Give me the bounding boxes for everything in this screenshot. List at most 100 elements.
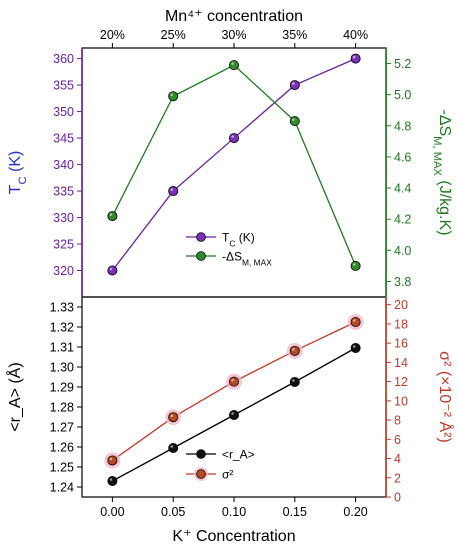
top-x-tick-label: 35% — [282, 28, 307, 42]
top-left-tick-label: 340 — [53, 158, 74, 172]
bottom-left-axis-title: <r_A> (Å) — [5, 362, 24, 431]
bottom-right-tick-label: 8 — [394, 414, 401, 428]
sigma-series-point — [350, 316, 361, 327]
top-right-tick-label: 5.2 — [394, 57, 411, 71]
bottom-right-tick-label: 10 — [394, 394, 408, 408]
bottom-left-tick-label: 1.26 — [50, 441, 74, 455]
sigma-series-point — [168, 412, 179, 423]
ds-series-point — [350, 260, 361, 271]
sigma-series-point-highlight — [292, 348, 295, 351]
bottom-right-tick-label: 0 — [394, 491, 401, 505]
ds-series-point-highlight — [231, 62, 234, 65]
sigma-series-point — [289, 345, 300, 356]
tc-series-point-highlight — [231, 135, 234, 138]
ra-series-point — [107, 475, 118, 486]
top-x-tick-label: 25% — [161, 28, 186, 42]
legend-ra-swatch-marker — [196, 449, 206, 459]
legend-ds-swatch-marker — [196, 251, 206, 261]
bottom-right-tick-label: 2 — [394, 471, 401, 485]
top-left-tick-label: 345 — [53, 132, 74, 146]
ds-series-line — [111, 64, 357, 267]
bottom-right-tick-label: 12 — [394, 375, 408, 389]
top-x-axis-title: Mn⁴⁺ concentration — [165, 8, 303, 25]
ra-series-point — [350, 342, 361, 353]
top-right-tick-label: 4.0 — [394, 244, 411, 258]
legend-tc-swatch-marker — [196, 232, 206, 242]
sigma-series-point-highlight — [170, 414, 174, 417]
ra-series-point-highlight — [231, 412, 234, 415]
sigma-series-point-highlight — [109, 457, 113, 461]
ra-series-point-highlight — [170, 445, 174, 448]
bottom-left-tick-label: 1.30 — [50, 361, 74, 375]
ra-series-point — [228, 409, 239, 420]
tc-series-point — [228, 133, 239, 144]
legend-ds-label: -ΔSM, MAX — [222, 250, 272, 268]
top-x-tick-label: 40% — [343, 28, 368, 42]
top-x-tick-label: 30% — [221, 28, 246, 42]
bottom-x-tick-label: 0.10 — [222, 505, 246, 519]
tc-series-point — [168, 186, 179, 197]
ra-series-point — [168, 442, 179, 453]
top-left-tick-label: 320 — [53, 264, 74, 278]
legend-ra-label: <r_A> — [222, 448, 255, 462]
top-right-axis-title: -ΔSM, MAX (J/kg.K) — [431, 109, 453, 235]
ra-series-point-highlight — [109, 478, 113, 481]
tc-series-point — [289, 80, 300, 91]
bottom-x-tick-label: 0.15 — [283, 505, 307, 519]
tc-series-point-highlight — [292, 82, 295, 85]
legend-sigma-swatch-marker — [196, 469, 206, 479]
bottom-left-tick-label: 1.29 — [50, 381, 74, 395]
ra-series-point-highlight — [292, 379, 295, 382]
ds-series-point-highlight — [292, 118, 295, 121]
ra-series-point-highlight — [352, 345, 356, 348]
bottom-left-tick-label: 1.28 — [50, 401, 74, 415]
bottom-left-tick-label: 1.32 — [50, 321, 74, 335]
top-x-tick-label: 20% — [100, 28, 125, 42]
bottom-x-tick-label: 0.05 — [161, 505, 185, 519]
tc-series-point-highlight — [170, 188, 174, 191]
tc-series-point-highlight — [109, 267, 113, 271]
sigma-series-point-highlight — [231, 378, 234, 382]
bottom-left-tick-label: 1.33 — [50, 301, 74, 315]
sigma-series-point — [107, 455, 118, 466]
bottom-right-tick-label: 6 — [394, 433, 401, 447]
top-left-tick-label: 360 — [53, 52, 74, 66]
bottom-x-tick-label: 0.20 — [343, 505, 367, 519]
bottom-right-axis-title: σ² (×10⁻² Å²) — [436, 351, 455, 443]
top-left-tick-label: 350 — [53, 105, 74, 119]
ds-series-point-highlight — [109, 213, 113, 216]
ds-series-point — [107, 211, 118, 222]
legend-tc-label: TC (K) — [222, 231, 255, 249]
bottom-x-axis-title: K⁺ Concentration — [172, 528, 295, 545]
top-right-tick-label: 4.8 — [394, 119, 411, 133]
ra-series-point — [289, 376, 300, 387]
sigma-series-point-highlight — [352, 319, 356, 322]
top-left-tick-label: 355 — [53, 79, 74, 93]
top-right-tick-label: 5.0 — [394, 88, 411, 102]
top-left-tick-label: 325 — [53, 238, 74, 252]
ds-series-point — [228, 60, 239, 71]
tc-series-point — [107, 265, 118, 276]
top-right-tick-label: 4.6 — [394, 150, 411, 164]
top-right-tick-label: 3.8 — [394, 275, 411, 289]
bottom-right-tick-label: 14 — [394, 356, 408, 370]
ds-series-point-highlight — [352, 263, 356, 266]
ds-series-point-highlight — [170, 93, 174, 97]
bottom-left-tick-label: 1.25 — [50, 461, 74, 475]
tc-series-point — [350, 53, 361, 64]
ds-series-point — [289, 116, 300, 127]
legend-sigma-label: σ² — [222, 468, 233, 482]
top-left-tick-label: 330 — [53, 211, 74, 225]
sigma-series-line — [112, 321, 356, 461]
tc-series-point-highlight — [352, 55, 356, 59]
top-right-tick-label: 4.4 — [394, 182, 411, 196]
bottom-panel-frame — [81, 296, 387, 498]
bottom-left-tick-label: 1.27 — [50, 421, 74, 435]
ds-series-point — [168, 91, 179, 102]
bottom-right-tick-label: 20 — [394, 298, 408, 312]
bottom-right-tick-label: 18 — [394, 317, 408, 331]
top-left-tick-label: 335 — [53, 185, 74, 199]
top-right-tick-label: 4.2 — [394, 213, 411, 227]
